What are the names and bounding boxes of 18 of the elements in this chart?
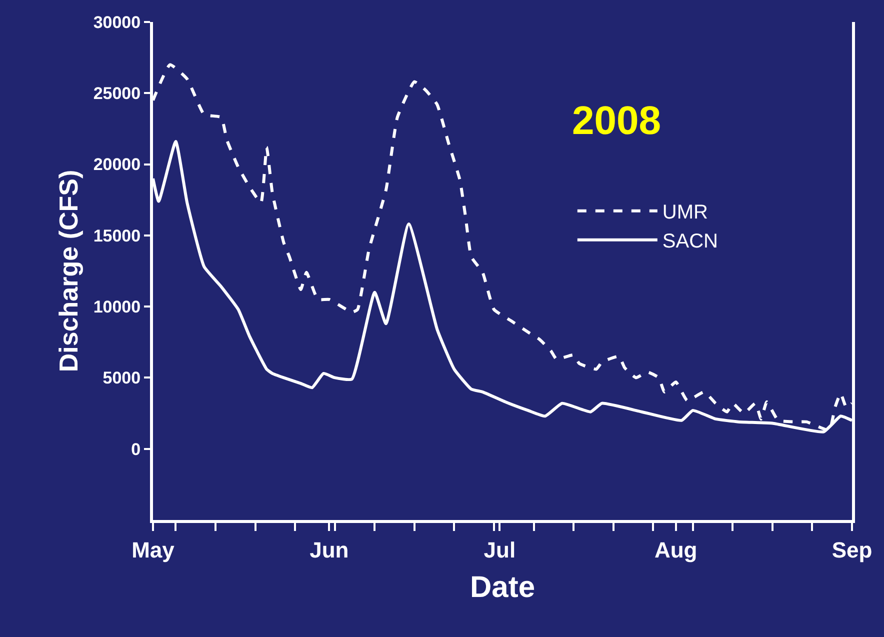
- y-tick-label: 25000: [93, 84, 141, 104]
- x-tick-label: Sep: [832, 537, 872, 562]
- legend-label: SACN: [662, 230, 718, 253]
- y-tick-label: 20000: [93, 155, 141, 174]
- y-tick-label: 30000: [93, 12, 141, 32]
- text: 2008: [572, 99, 661, 143]
- x-tick-label: Jun: [310, 537, 349, 562]
- x-axis-title: Date: [470, 570, 536, 604]
- y-tick-label: 15000: [93, 226, 141, 246]
- x-tick-label: May: [132, 537, 176, 562]
- x-tick-label: Jul: [484, 537, 516, 562]
- y-tick-label: 10000: [93, 298, 141, 317]
- y-tick-label: 0: [131, 440, 141, 459]
- x-tick-label: Aug: [654, 537, 698, 562]
- legend-label: UMR: [662, 202, 708, 224]
- line-series: [153, 63, 852, 432]
- y-axis-title: Discharge (CFS): [54, 170, 84, 372]
- y-tick-label: 5000: [102, 368, 141, 388]
